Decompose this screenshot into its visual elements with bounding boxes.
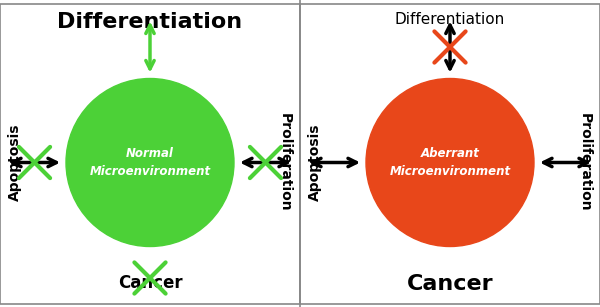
Text: Proliferation: Proliferation — [278, 113, 292, 212]
Text: Differentiation: Differentiation — [58, 13, 242, 33]
Circle shape — [66, 79, 234, 247]
Text: Aberrant
Microenvironment: Aberrant Microenvironment — [389, 147, 511, 178]
Text: Normal
Microenvironment: Normal Microenvironment — [89, 147, 211, 178]
Text: Apoptosis: Apoptosis — [308, 124, 322, 201]
Text: Cancer: Cancer — [407, 274, 493, 294]
Circle shape — [366, 79, 534, 247]
Text: Cancer: Cancer — [118, 274, 182, 292]
FancyBboxPatch shape — [0, 3, 300, 304]
Text: Apoptosis: Apoptosis — [8, 124, 22, 201]
FancyBboxPatch shape — [300, 3, 600, 304]
Text: Differentiation: Differentiation — [395, 13, 505, 28]
Text: Proliferation: Proliferation — [578, 113, 592, 212]
